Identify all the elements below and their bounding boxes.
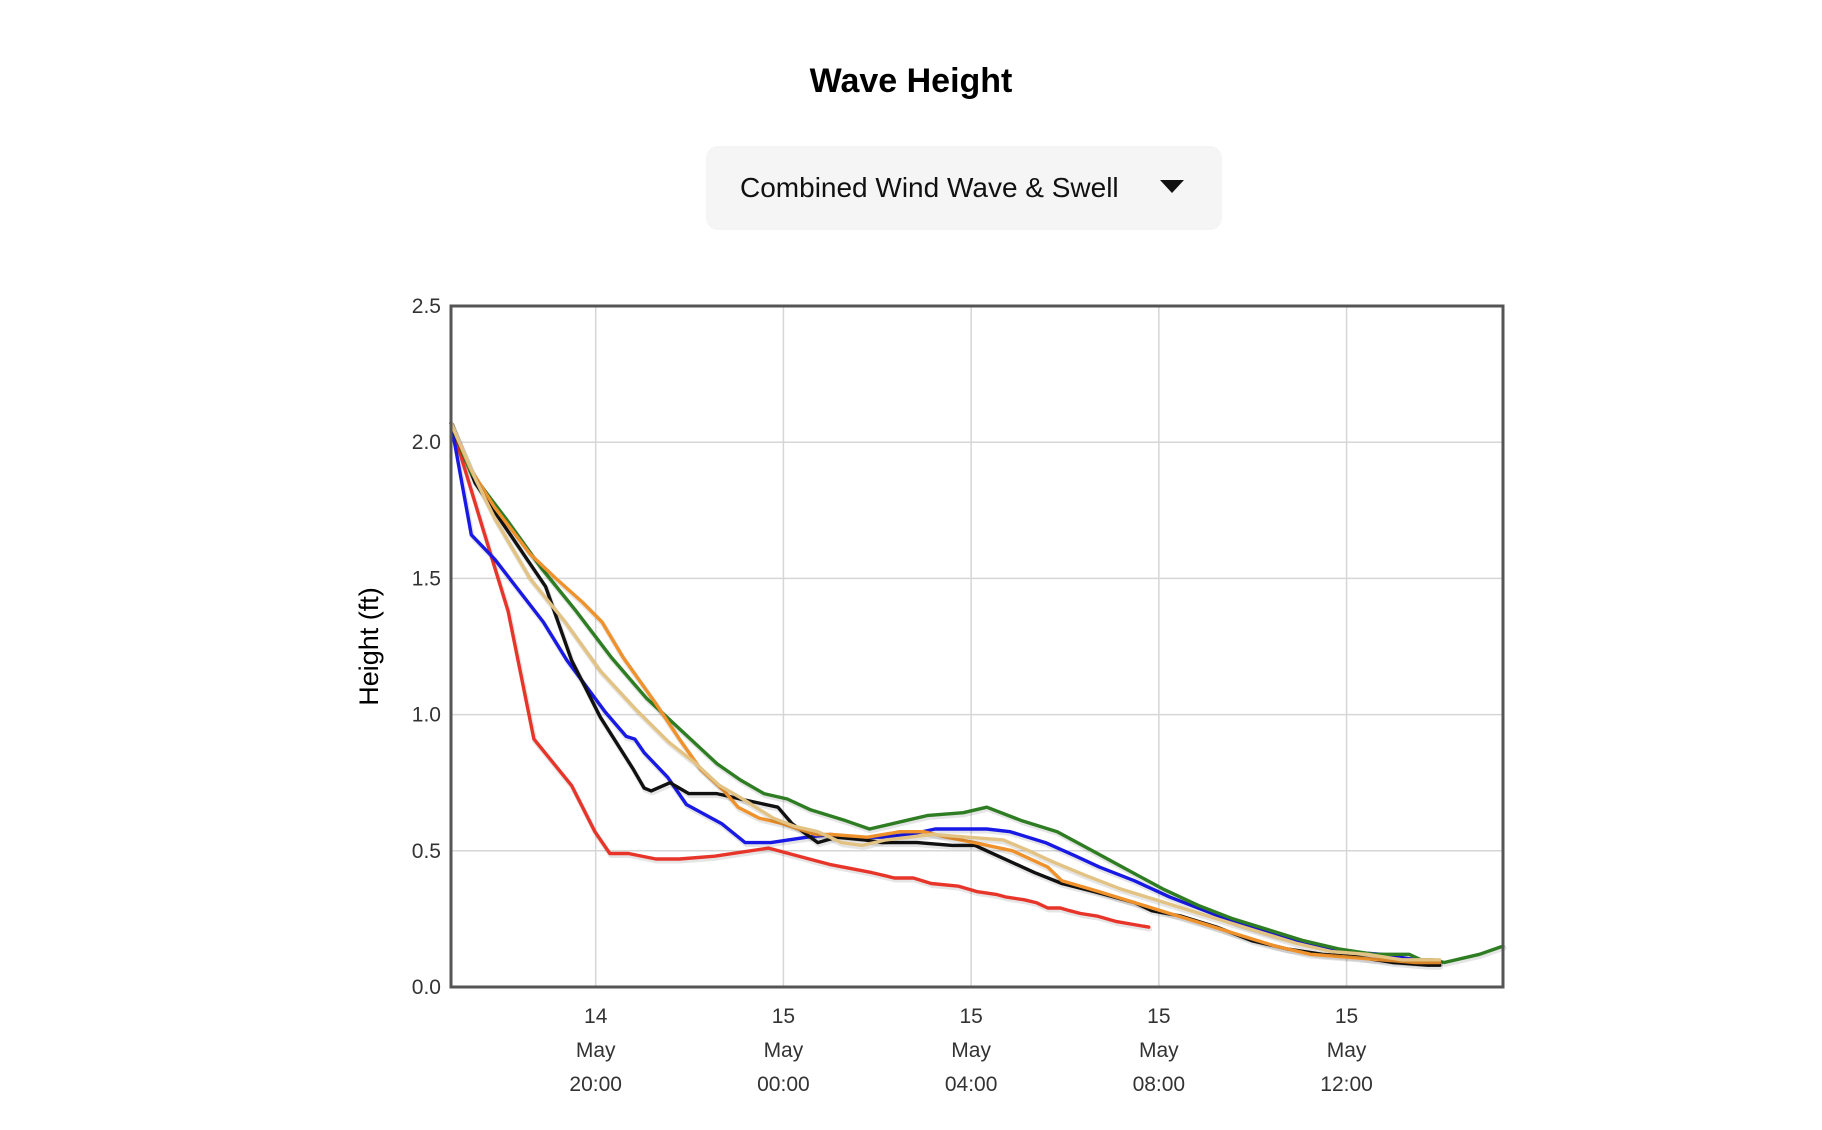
x-tick-label: May (576, 1039, 616, 1062)
x-tick-label: 00:00 (757, 1073, 810, 1096)
x-tick-label: May (1327, 1039, 1367, 1062)
y-tick-label: 1.5 (412, 567, 441, 590)
x-tick-label: May (1139, 1039, 1179, 1062)
x-tick-label: 20:00 (569, 1073, 622, 1096)
chevron-down-icon (1160, 180, 1184, 193)
y-tick-label: 2.5 (412, 295, 441, 318)
series-line-shadow (449, 422, 1444, 965)
wave-type-select[interactable]: Combined Wind Wave & Swell (706, 146, 1222, 230)
x-tick-label: 15 (772, 1005, 795, 1028)
x-tick-label: 08:00 (1133, 1073, 1186, 1096)
y-axis-label: Height (ft) (354, 587, 384, 706)
wave-type-select-value: Combined Wind Wave & Swell (740, 172, 1119, 203)
x-tick-label: 15 (1335, 1005, 1358, 1028)
page-title: Wave Height (809, 62, 1013, 100)
series-line-3 (449, 421, 1442, 967)
x-tick-label: 04:00 (945, 1073, 998, 1096)
x-tick-label: 12:00 (1320, 1073, 1373, 1096)
y-tick-label: 0.5 (412, 840, 441, 863)
series-line-2 (449, 421, 1442, 965)
series-line-1 (449, 421, 1151, 929)
x-tick-label: May (951, 1039, 991, 1062)
y-tick-label: 0.0 (412, 976, 441, 999)
x-tick-label: May (764, 1039, 804, 1062)
y-tick-label: 1.0 (412, 704, 441, 727)
series-line-4 (449, 421, 1505, 965)
x-tick-label: 15 (1147, 1005, 1170, 1028)
x-tick-label: 15 (959, 1005, 982, 1028)
x-tick-label: 14 (584, 1005, 608, 1028)
series-line-shadow (449, 422, 1153, 932)
plot-frame (449, 304, 1505, 989)
series-line-5 (449, 421, 1442, 965)
y-tick-label: 2.0 (412, 431, 441, 454)
series-line-6 (449, 421, 1442, 962)
